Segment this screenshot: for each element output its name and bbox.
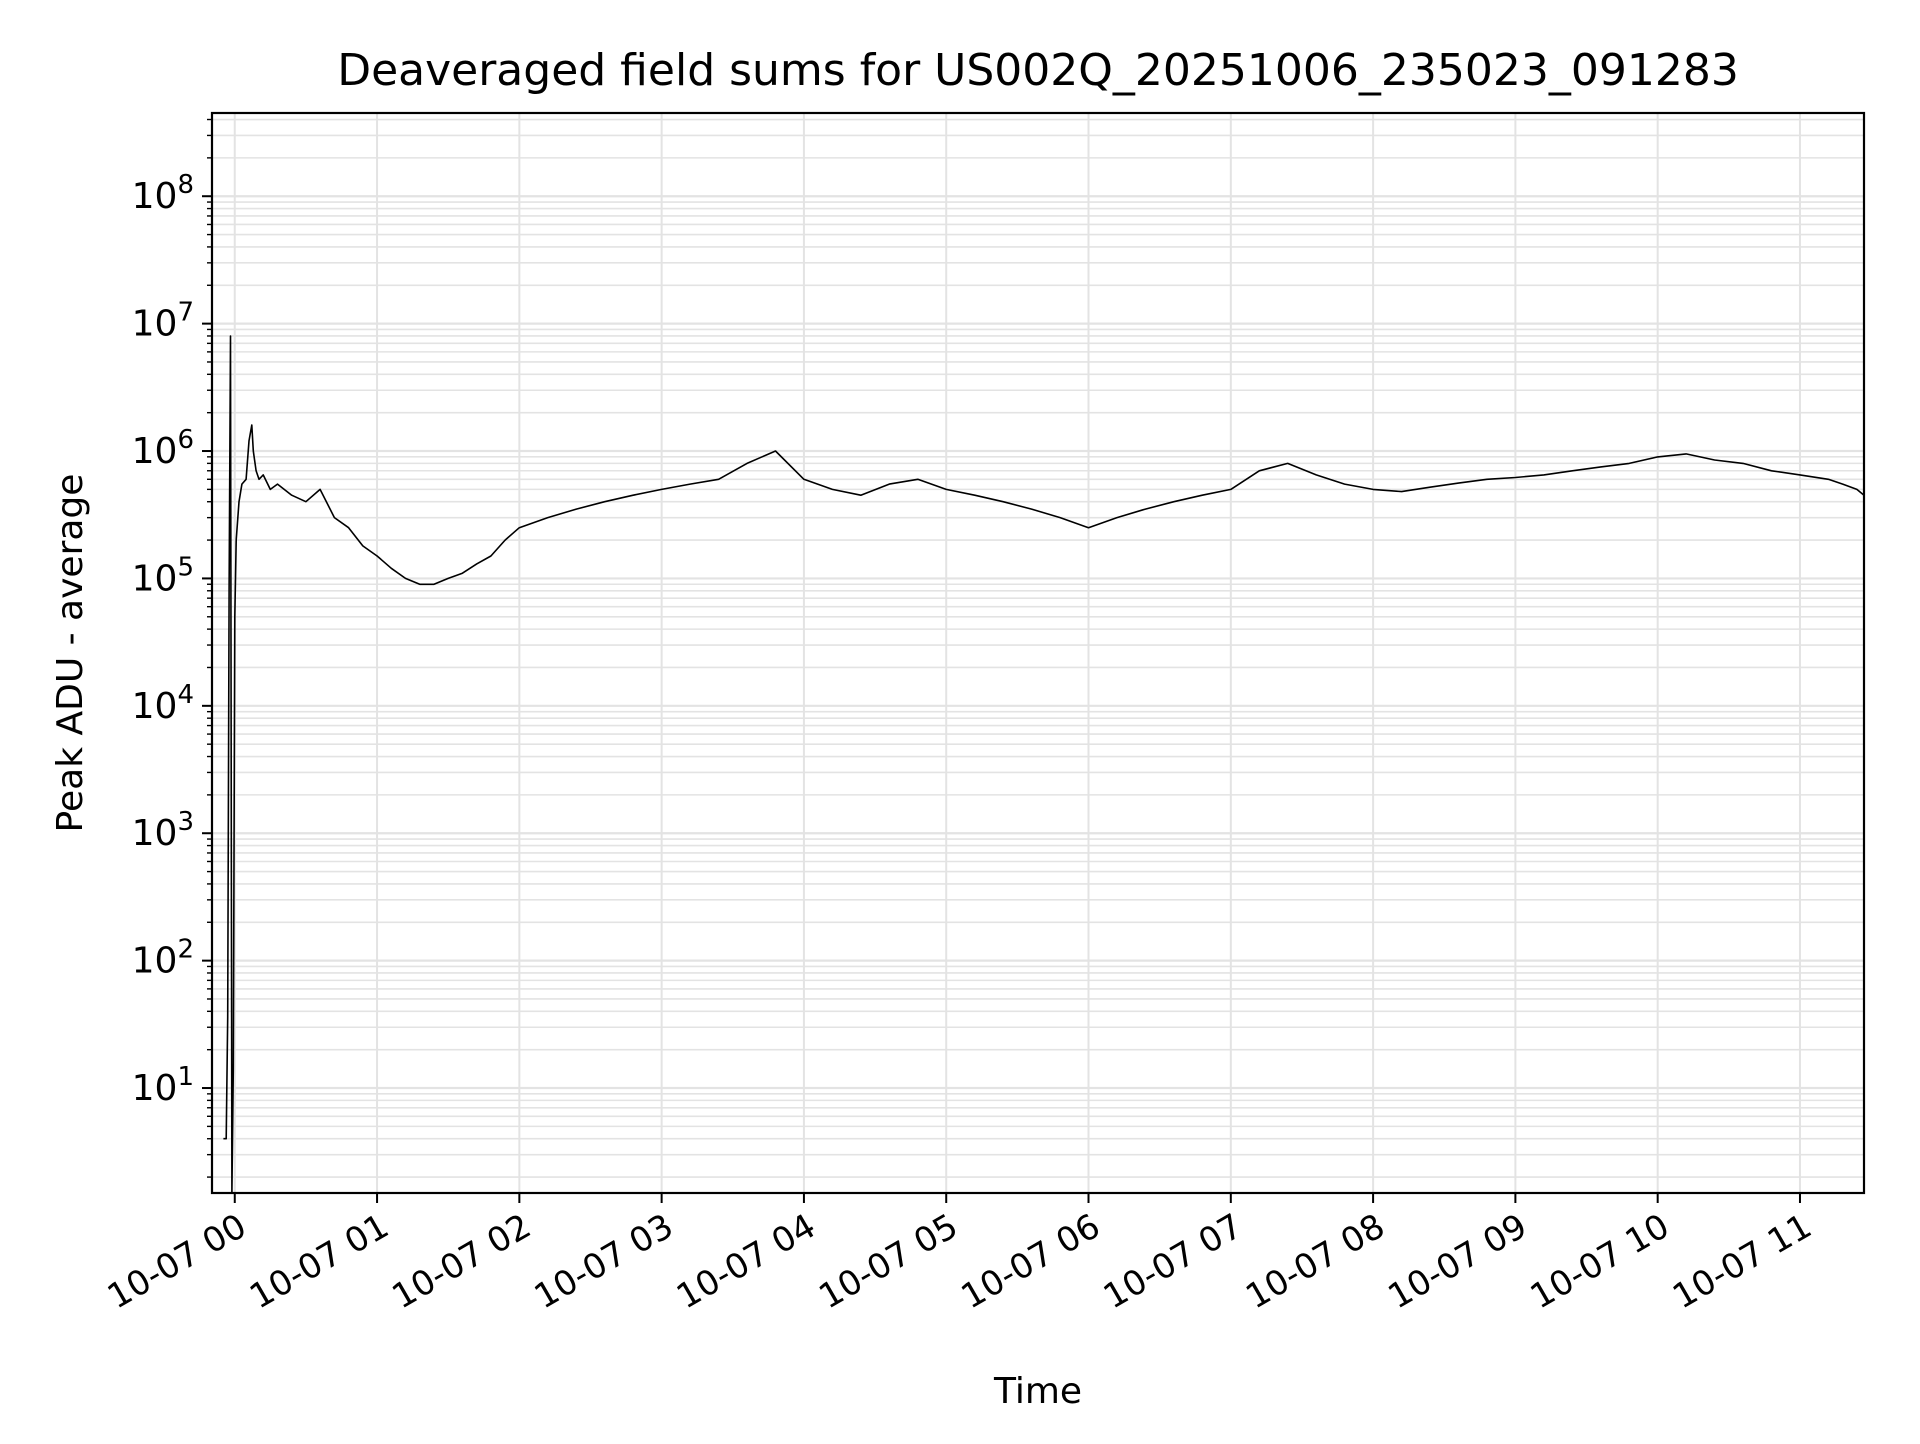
y-tick-label: 102 <box>132 935 194 982</box>
y-tick-label: 103 <box>132 807 194 854</box>
y-tick-label: 106 <box>132 425 194 472</box>
y-tick-label: 104 <box>132 680 194 727</box>
plot-frame <box>210 111 1866 1195</box>
y-tick-label: 107 <box>132 298 194 345</box>
series-line <box>223 335 1865 1194</box>
y-axis: 101 102 103 104 105 106 107 108 <box>132 118 212 1178</box>
y-axis-label: Peak ADU - average <box>50 474 91 833</box>
y-tick-label: 108 <box>132 170 194 217</box>
x-axis-label: Time <box>993 1371 1082 1412</box>
series-layer <box>223 335 1865 1194</box>
grid <box>212 113 1864 1193</box>
y-tick-label: 101 <box>132 1062 194 1109</box>
y-tick-label: 105 <box>132 552 194 599</box>
chart-title: Deaveraged field sums for US002Q_2025100… <box>337 45 1739 96</box>
